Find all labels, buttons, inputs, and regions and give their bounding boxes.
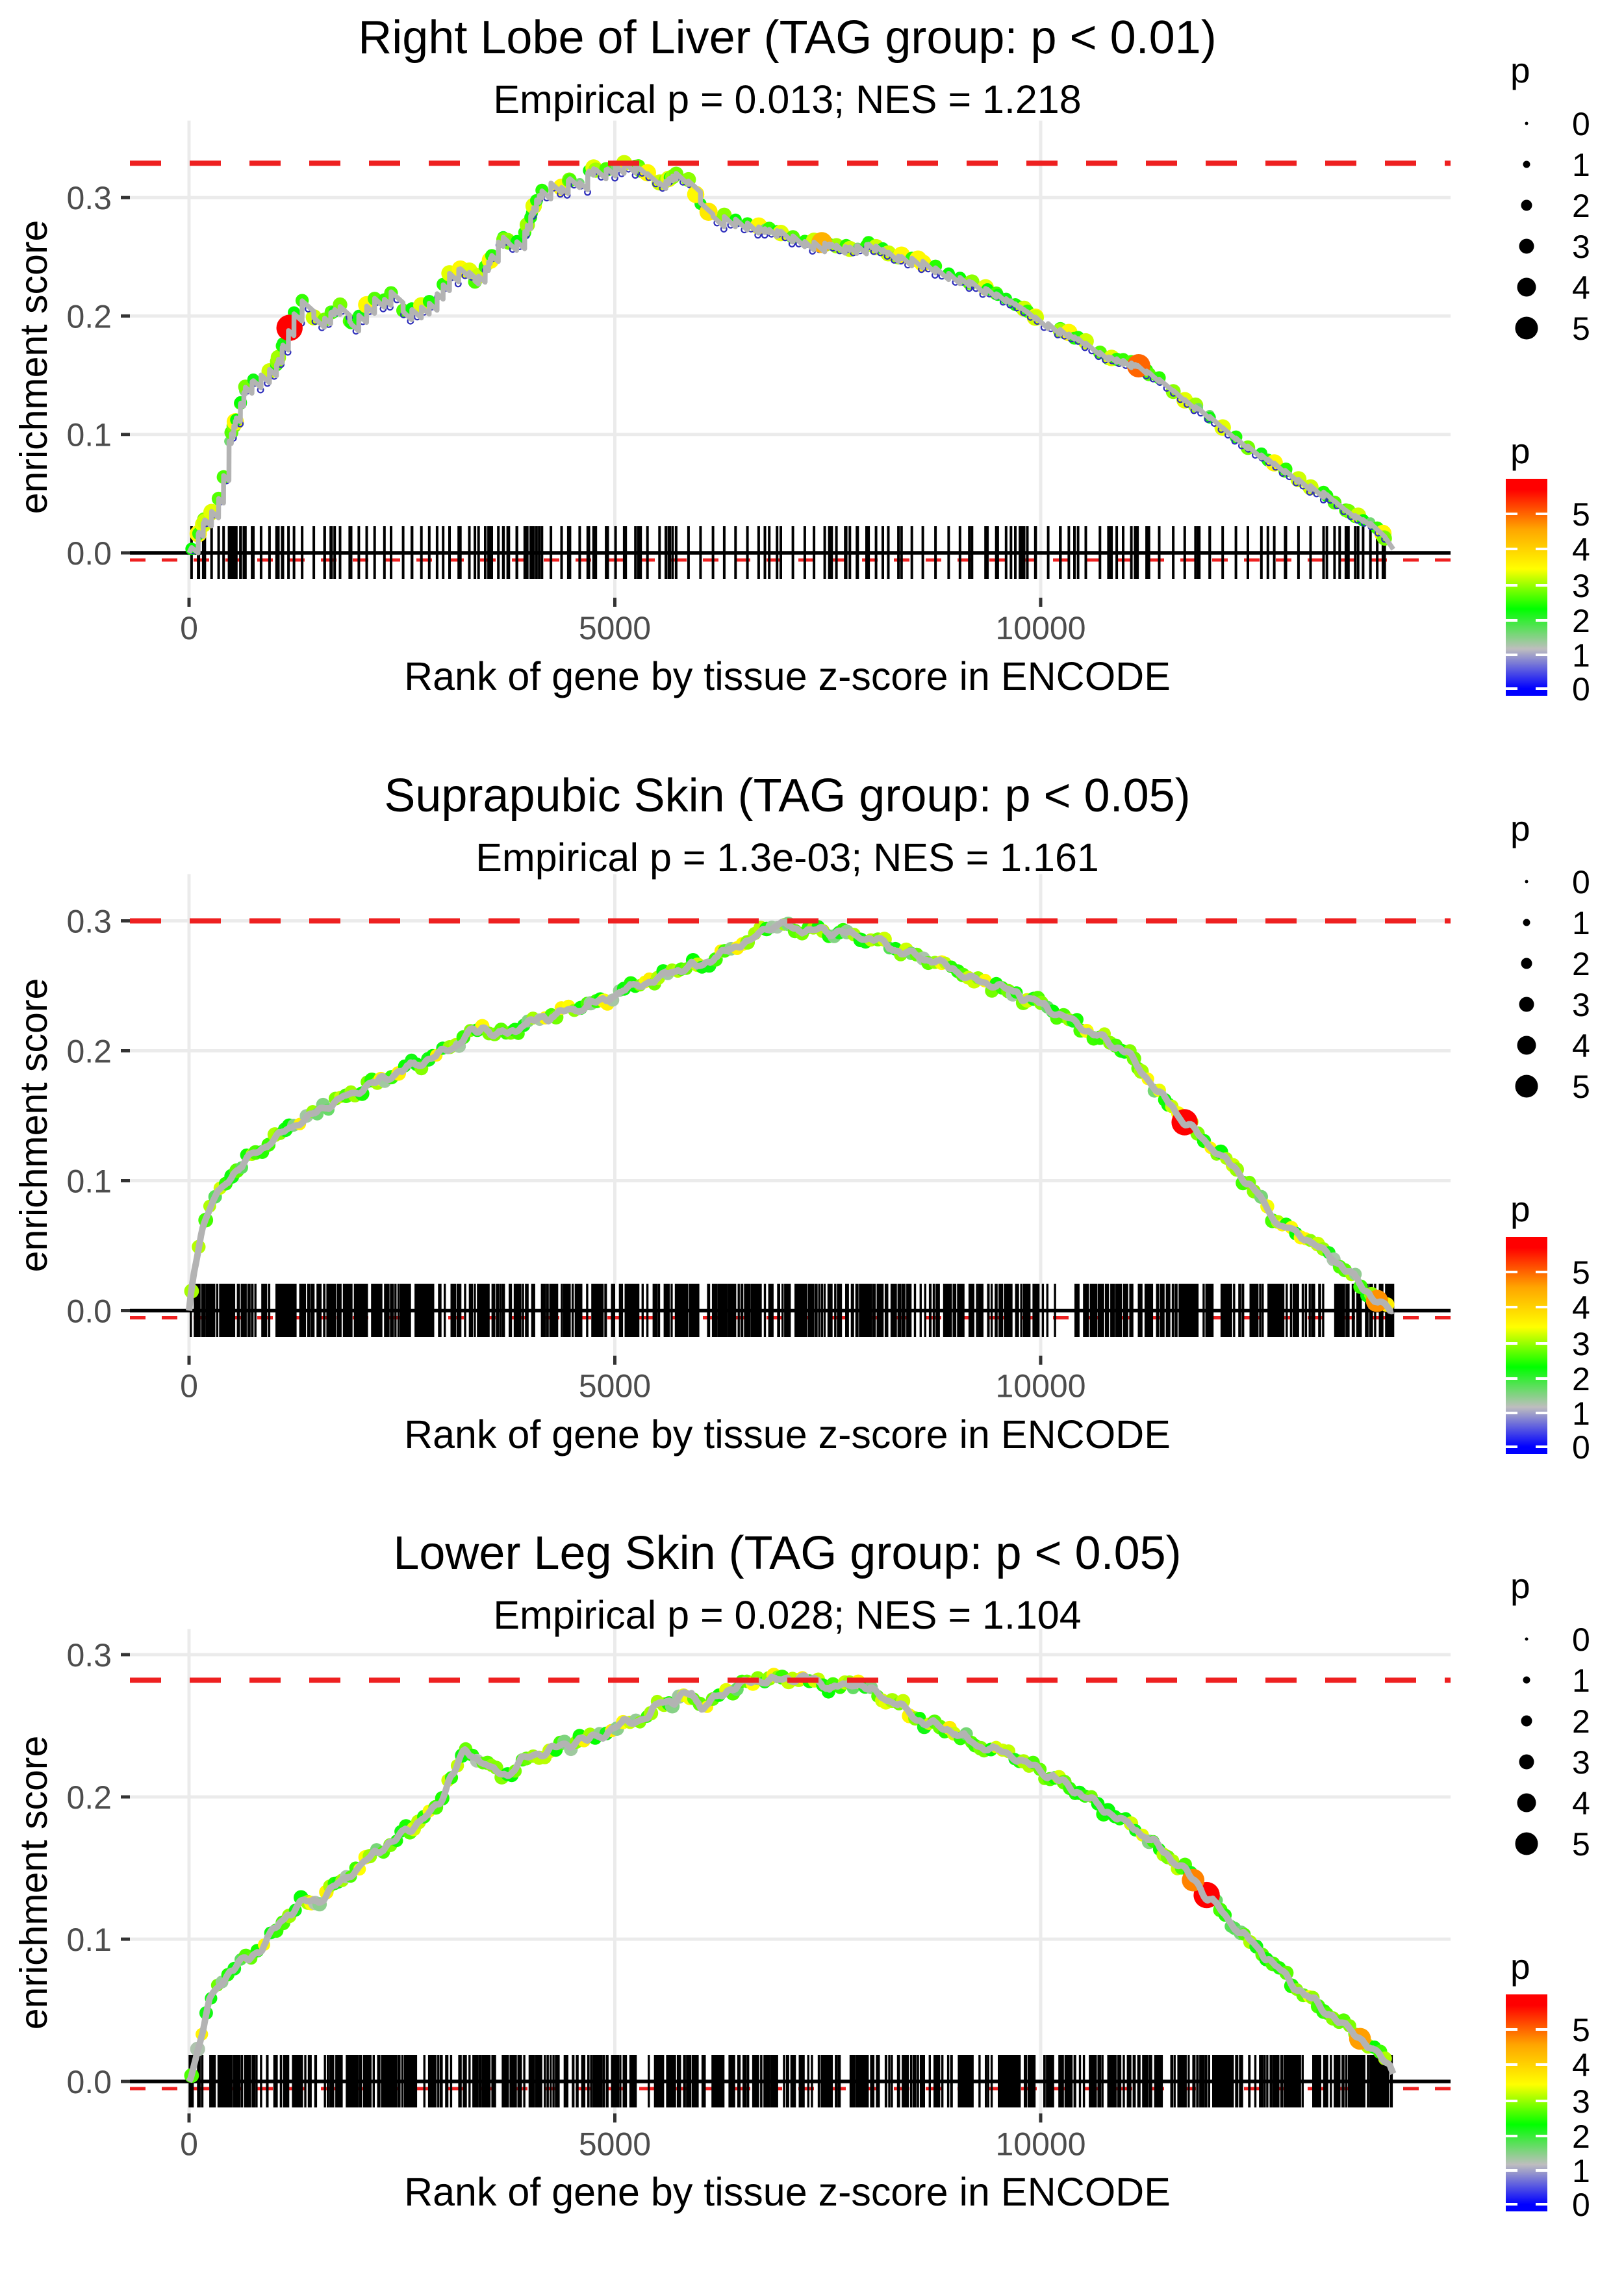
svg-text:p: p [1510,431,1530,471]
svg-text:p: p [1510,1566,1530,1606]
svg-text:p: p [1510,50,1530,90]
svg-text:p: p [1510,808,1530,848]
svg-text:2: 2 [1572,188,1590,224]
svg-text:0.1: 0.1 [66,417,112,453]
svg-text:4: 4 [1572,1028,1590,1064]
svg-text:0: 0 [1572,1429,1590,1466]
svg-text:5: 5 [1572,1069,1590,1105]
svg-text:0.1: 0.1 [66,1164,112,1200]
svg-text:enrichment score: enrichment score [12,1736,55,2030]
svg-text:1: 1 [1572,637,1590,674]
svg-text:Rank of gene by tissue z-score: Rank of gene by tissue z-score in ENCODE [404,2170,1171,2214]
svg-text:0: 0 [180,2126,198,2162]
svg-text:0: 0 [1572,2187,1590,2223]
svg-text:2: 2 [1572,946,1590,982]
svg-text:0.0: 0.0 [66,535,112,572]
svg-text:0: 0 [1572,1622,1590,1658]
svg-text:3: 3 [1572,1326,1590,1362]
svg-text:2: 2 [1572,2118,1590,2155]
svg-text:3: 3 [1572,229,1590,265]
svg-text:1: 1 [1572,2153,1590,2189]
svg-text:Lower Leg Skin (TAG group: p <: Lower Leg Skin (TAG group: p < 0.05) [393,1527,1181,1579]
svg-text:5000: 5000 [579,610,651,646]
svg-text:5000: 5000 [579,1368,651,1405]
svg-text:4: 4 [1572,270,1590,306]
svg-text:0.3: 0.3 [66,180,112,216]
svg-text:2: 2 [1572,1703,1590,1740]
svg-text:0.2: 0.2 [66,298,112,335]
svg-text:10000: 10000 [995,610,1085,646]
svg-text:0.2: 0.2 [66,1034,112,1070]
svg-text:0: 0 [1572,106,1590,142]
svg-text:1: 1 [1572,905,1590,941]
svg-text:4: 4 [1572,531,1590,568]
svg-text:5000: 5000 [579,2126,651,2162]
svg-text:p: p [1510,1189,1530,1229]
svg-text:5: 5 [1572,2012,1590,2048]
svg-text:3: 3 [1572,1744,1590,1781]
svg-text:2: 2 [1572,1361,1590,1397]
svg-text:Empirical p = 1.3e-03; NES = 1: Empirical p = 1.3e-03; NES = 1.161 [476,835,1099,880]
svg-text:1: 1 [1572,1662,1590,1699]
svg-text:Rank of gene by tissue z-score: Rank of gene by tissue z-score in ENCODE [404,654,1171,698]
svg-text:3: 3 [1572,987,1590,1023]
svg-text:0: 0 [180,1368,198,1405]
svg-text:0.0: 0.0 [66,1293,112,1330]
svg-text:enrichment score: enrichment score [12,220,55,515]
svg-text:5: 5 [1572,311,1590,347]
svg-text:0: 0 [1572,671,1590,707]
svg-text:10000: 10000 [995,2126,1085,2162]
svg-text:0.0: 0.0 [66,2064,112,2100]
svg-text:3: 3 [1572,568,1590,604]
svg-text:Right Lobe of Liver (TAG group: Right Lobe of Liver (TAG group: p < 0.01… [358,12,1216,64]
svg-text:Empirical p = 0.028; NES = 1.1: Empirical p = 0.028; NES = 1.104 [493,1593,1081,1637]
svg-text:5: 5 [1572,496,1590,533]
svg-text:1: 1 [1572,1395,1590,1432]
svg-text:0.3: 0.3 [66,904,112,940]
svg-text:0.1: 0.1 [66,1922,112,1958]
svg-text:2: 2 [1572,603,1590,639]
svg-text:0.3: 0.3 [66,1637,112,1673]
svg-text:3: 3 [1572,2083,1590,2120]
svg-text:4: 4 [1572,2047,1590,2083]
svg-text:Rank of gene by tissue z-score: Rank of gene by tissue z-score in ENCODE [404,1412,1171,1457]
svg-text:Suprapubic Skin (TAG group: p: Suprapubic Skin (TAG group: p < 0.05) [384,770,1190,822]
svg-text:4: 4 [1572,1785,1590,1822]
svg-text:0: 0 [180,610,198,646]
svg-text:10000: 10000 [995,1368,1085,1405]
svg-text:4: 4 [1572,1290,1590,1326]
svg-text:Empirical p = 0.013; NES = 1.2: Empirical p = 0.013; NES = 1.218 [493,77,1081,121]
svg-text:0.2: 0.2 [66,1779,112,1816]
svg-text:p: p [1510,1946,1530,1987]
svg-text:5: 5 [1572,1826,1590,1863]
svg-text:0: 0 [1572,864,1590,900]
svg-text:enrichment score: enrichment score [12,978,55,1273]
svg-text:1: 1 [1572,147,1590,183]
svg-text:5: 5 [1572,1254,1590,1291]
